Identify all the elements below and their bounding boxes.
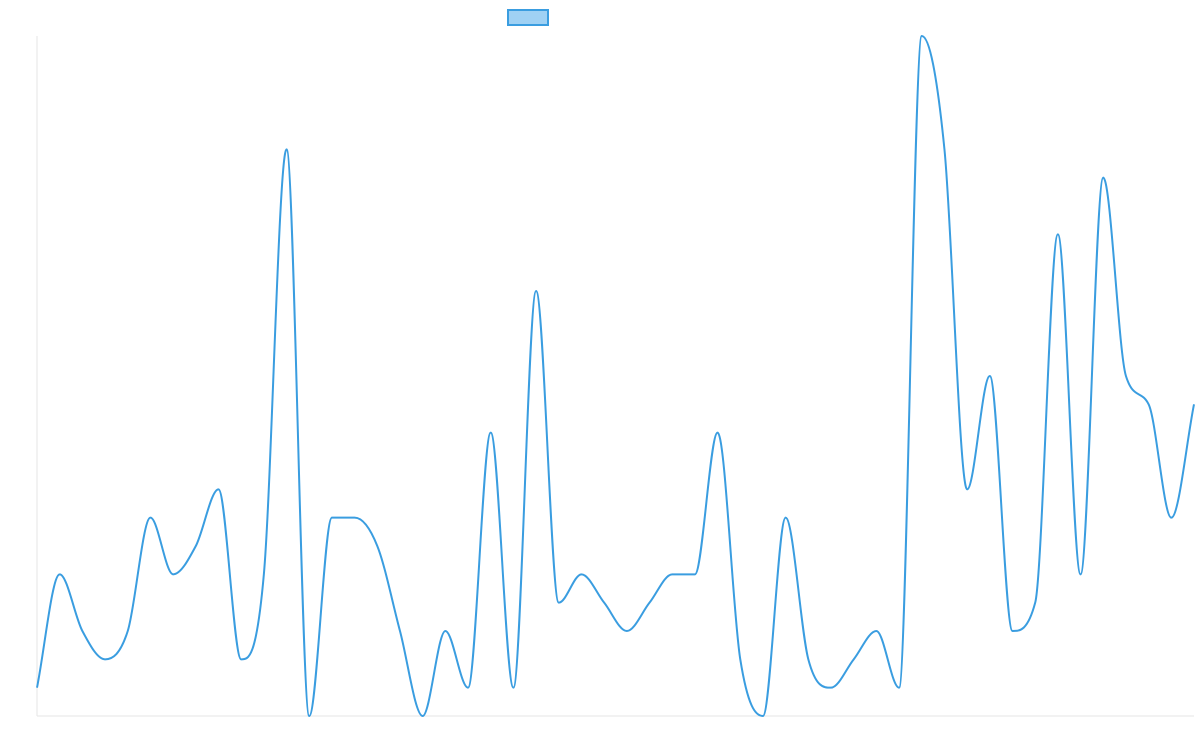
data-point[interactable] bbox=[281, 143, 293, 155]
data-point[interactable] bbox=[802, 653, 814, 665]
data-point[interactable] bbox=[349, 512, 361, 524]
data-point[interactable] bbox=[757, 710, 769, 722]
data-point[interactable] bbox=[122, 625, 134, 637]
data-point[interactable] bbox=[303, 710, 315, 722]
data-point[interactable] bbox=[99, 653, 111, 665]
series-layer bbox=[36, 35, 1195, 717]
data-point[interactable] bbox=[598, 597, 610, 609]
data-point[interactable] bbox=[1075, 568, 1087, 580]
data-point[interactable] bbox=[825, 682, 837, 694]
data-point[interactable] bbox=[258, 568, 270, 580]
data-point[interactable] bbox=[212, 483, 224, 495]
legend bbox=[507, 9, 549, 26]
data-point[interactable] bbox=[870, 625, 882, 637]
data-point[interactable] bbox=[984, 370, 996, 382]
data-point[interactable] bbox=[190, 540, 202, 552]
points-layer bbox=[31, 30, 1200, 722]
data-point[interactable] bbox=[938, 143, 950, 155]
legend-swatch[interactable] bbox=[507, 9, 549, 26]
data-point[interactable] bbox=[235, 653, 247, 665]
data-point[interactable] bbox=[1165, 512, 1177, 524]
data-point[interactable] bbox=[734, 653, 746, 665]
data-point[interactable] bbox=[1188, 398, 1200, 410]
data-point[interactable] bbox=[1120, 370, 1132, 382]
data-point[interactable] bbox=[1007, 625, 1019, 637]
data-point[interactable] bbox=[507, 682, 519, 694]
axes bbox=[36, 36, 1194, 717]
data-point[interactable] bbox=[167, 568, 179, 580]
data-point[interactable] bbox=[326, 512, 338, 524]
data-point[interactable] bbox=[780, 512, 792, 524]
data-point[interactable] bbox=[417, 710, 429, 722]
data-point[interactable] bbox=[621, 625, 633, 637]
data-point[interactable] bbox=[1097, 172, 1109, 184]
data-point[interactable] bbox=[666, 568, 678, 580]
data-point[interactable] bbox=[916, 30, 928, 42]
data-point[interactable] bbox=[712, 427, 724, 439]
data-point[interactable] bbox=[848, 653, 860, 665]
data-point[interactable] bbox=[76, 625, 88, 637]
data-point[interactable] bbox=[31, 682, 43, 694]
data-point[interactable] bbox=[1052, 228, 1064, 240]
data-point[interactable] bbox=[485, 427, 497, 439]
data-point[interactable] bbox=[893, 682, 905, 694]
data-point[interactable] bbox=[530, 285, 542, 297]
data-point[interactable] bbox=[689, 568, 701, 580]
data-point[interactable] bbox=[553, 597, 565, 609]
data-point[interactable] bbox=[439, 625, 451, 637]
data-point[interactable] bbox=[144, 512, 156, 524]
data-point[interactable] bbox=[462, 682, 474, 694]
data-point[interactable] bbox=[394, 625, 406, 637]
data-point[interactable] bbox=[1143, 398, 1155, 410]
data-point[interactable] bbox=[644, 597, 656, 609]
data-point[interactable] bbox=[1029, 597, 1041, 609]
data-point[interactable] bbox=[575, 568, 587, 580]
data-point[interactable] bbox=[371, 540, 383, 552]
data-point[interactable] bbox=[961, 483, 973, 495]
series-line bbox=[36, 35, 1195, 717]
data-point[interactable] bbox=[54, 568, 66, 580]
